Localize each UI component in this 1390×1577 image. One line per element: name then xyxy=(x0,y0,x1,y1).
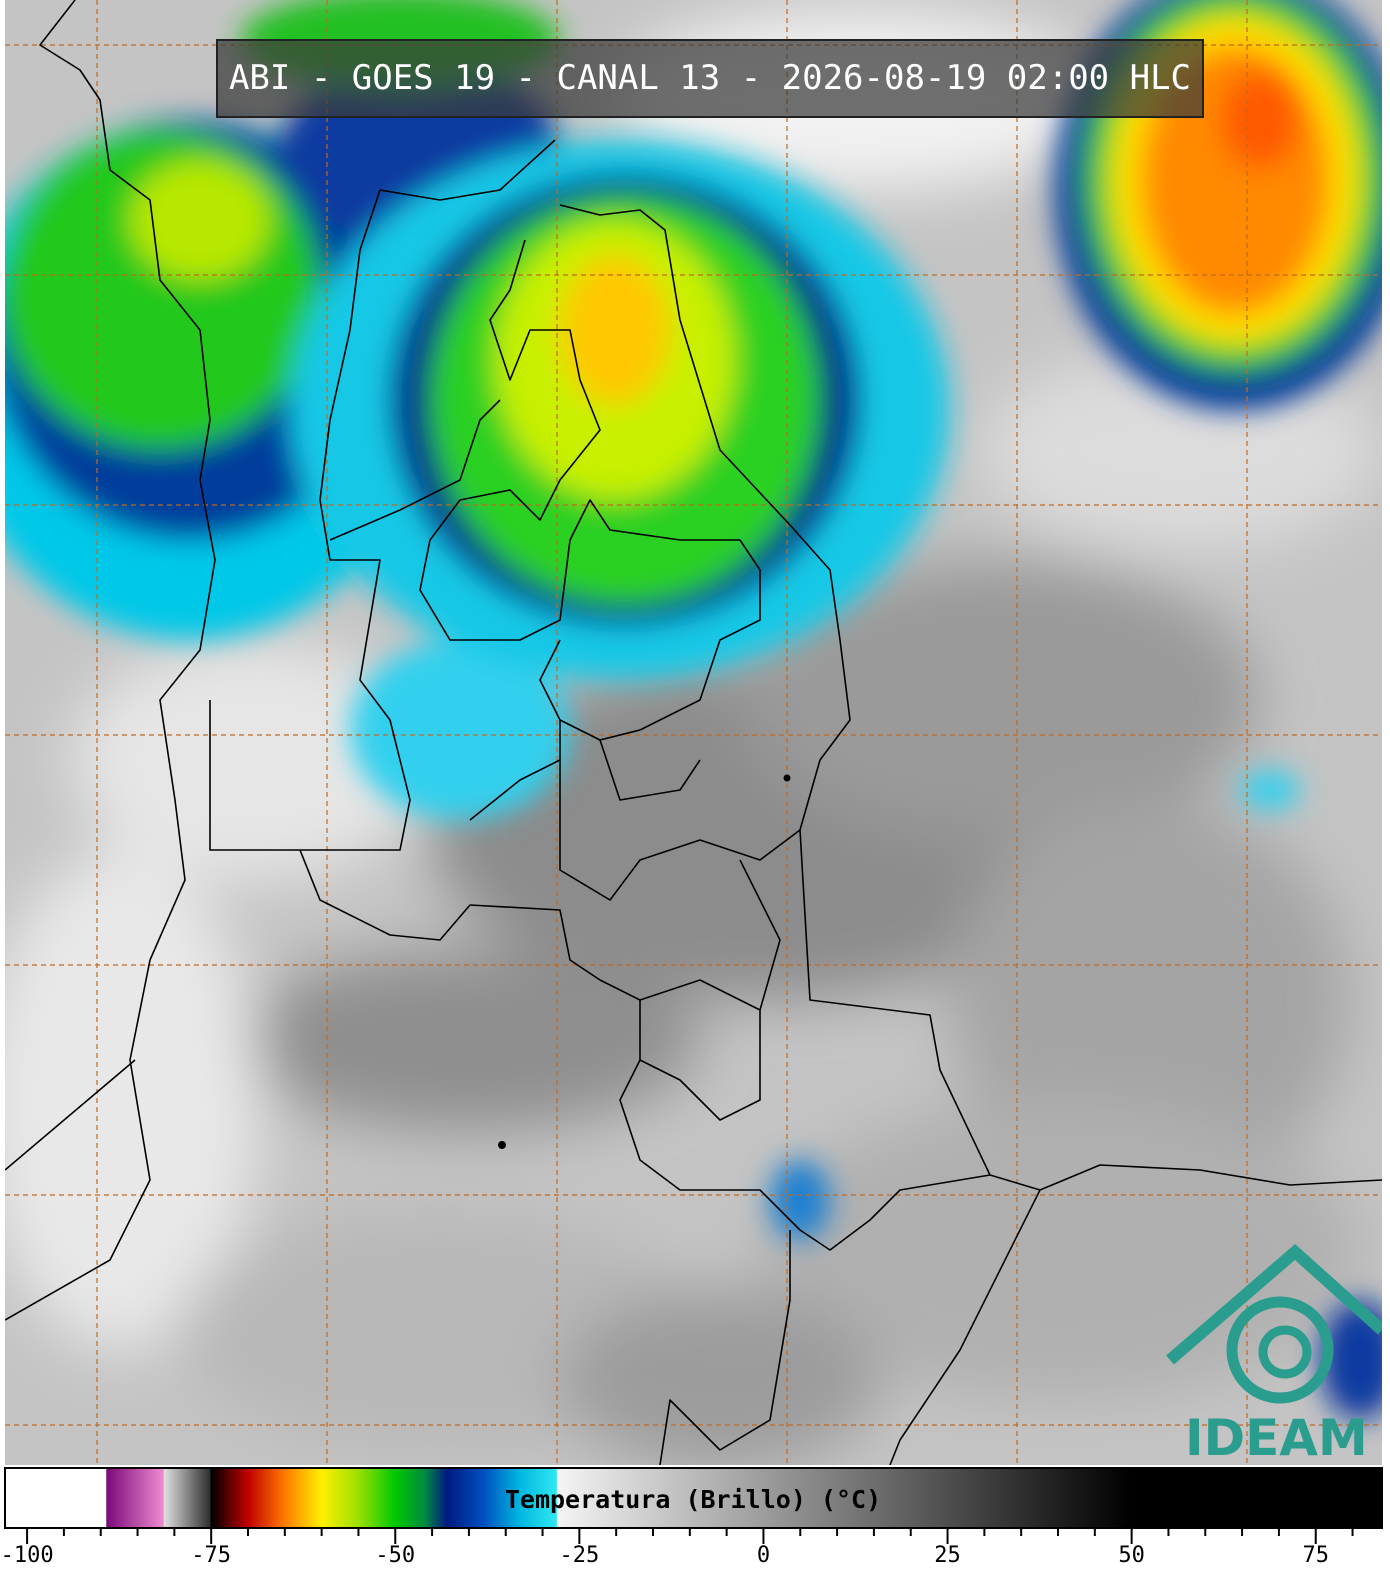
tick-label: -25 xyxy=(559,1543,599,1568)
tick-label: -75 xyxy=(191,1543,231,1568)
logo: IDEAM xyxy=(1166,1244,1382,1467)
satellite-image: IDEAM xyxy=(5,0,1382,1467)
colorbar-label: Temperatura (Brillo) (°C) xyxy=(505,1485,881,1514)
tick-label: 75 xyxy=(1302,1543,1329,1568)
title: ABI - GOES 19 - CANAL 13 - 2026-08-19 02… xyxy=(229,58,1191,98)
city-dot xyxy=(498,1141,506,1149)
title-box xyxy=(216,39,1204,118)
boundaries xyxy=(5,0,1382,1465)
tick-label: 25 xyxy=(934,1543,961,1568)
tick-label: 0 xyxy=(757,1543,770,1568)
city-dot xyxy=(783,774,791,782)
colorbar-bar xyxy=(4,1467,1383,1529)
graticule xyxy=(5,0,1382,1465)
tick-label: -100 xyxy=(1,1543,54,1568)
tick-label: 50 xyxy=(1118,1543,1145,1568)
logo-text: IDEAM xyxy=(1185,1409,1368,1467)
tick-label: -50 xyxy=(375,1543,415,1568)
colorbar: Temperatura (Brillo) (°C) -100 -75 -50 -25 0… xyxy=(1,1467,1383,1568)
